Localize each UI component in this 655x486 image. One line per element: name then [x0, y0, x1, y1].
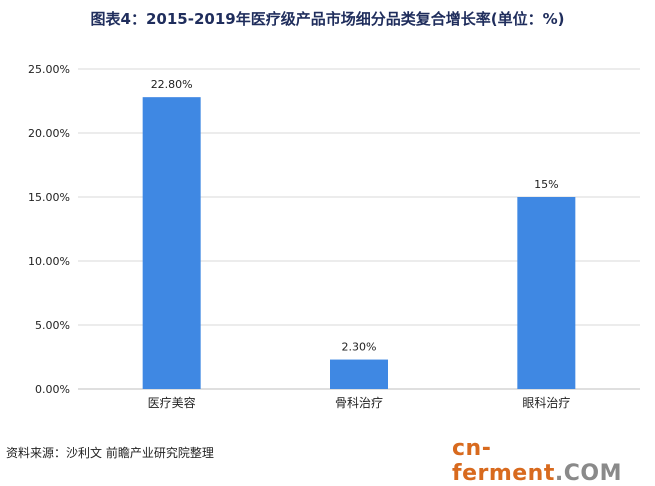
y-tick-label: 25.00% [28, 63, 70, 76]
y-tick-label: 15.00% [28, 191, 70, 204]
bar [142, 97, 201, 389]
bar [330, 359, 388, 389]
y-tick-label: 5.00% [35, 319, 70, 332]
source-note: 资料来源：沙利文 前瞻产业研究院整理 [6, 446, 214, 460]
y-tick-label: 10.00% [28, 255, 70, 268]
data-label: 22.80% [151, 78, 193, 91]
x-tick-label: 骨科治疗 [335, 396, 383, 410]
bar-chart: 0.00% 5.00% 10.00% 15.00% 20.00% 25.00% 22.80%… [28, 63, 640, 410]
data-label: 2.30% [342, 341, 377, 354]
chart-title: 图表4：2015-2019年医疗级产品市场细分品类复合增长率(单位：%) [90, 10, 565, 28]
site-watermark-logo: cn-ferment.COM [452, 436, 622, 486]
bar [517, 197, 576, 389]
y-tick-label: 20.00% [28, 127, 70, 140]
x-tick-label: 眼科治疗 [522, 396, 570, 410]
y-tick-label: 0.00% [35, 383, 70, 396]
x-tick-label: 医疗美容 [148, 395, 196, 410]
data-label: 15% [534, 178, 558, 191]
